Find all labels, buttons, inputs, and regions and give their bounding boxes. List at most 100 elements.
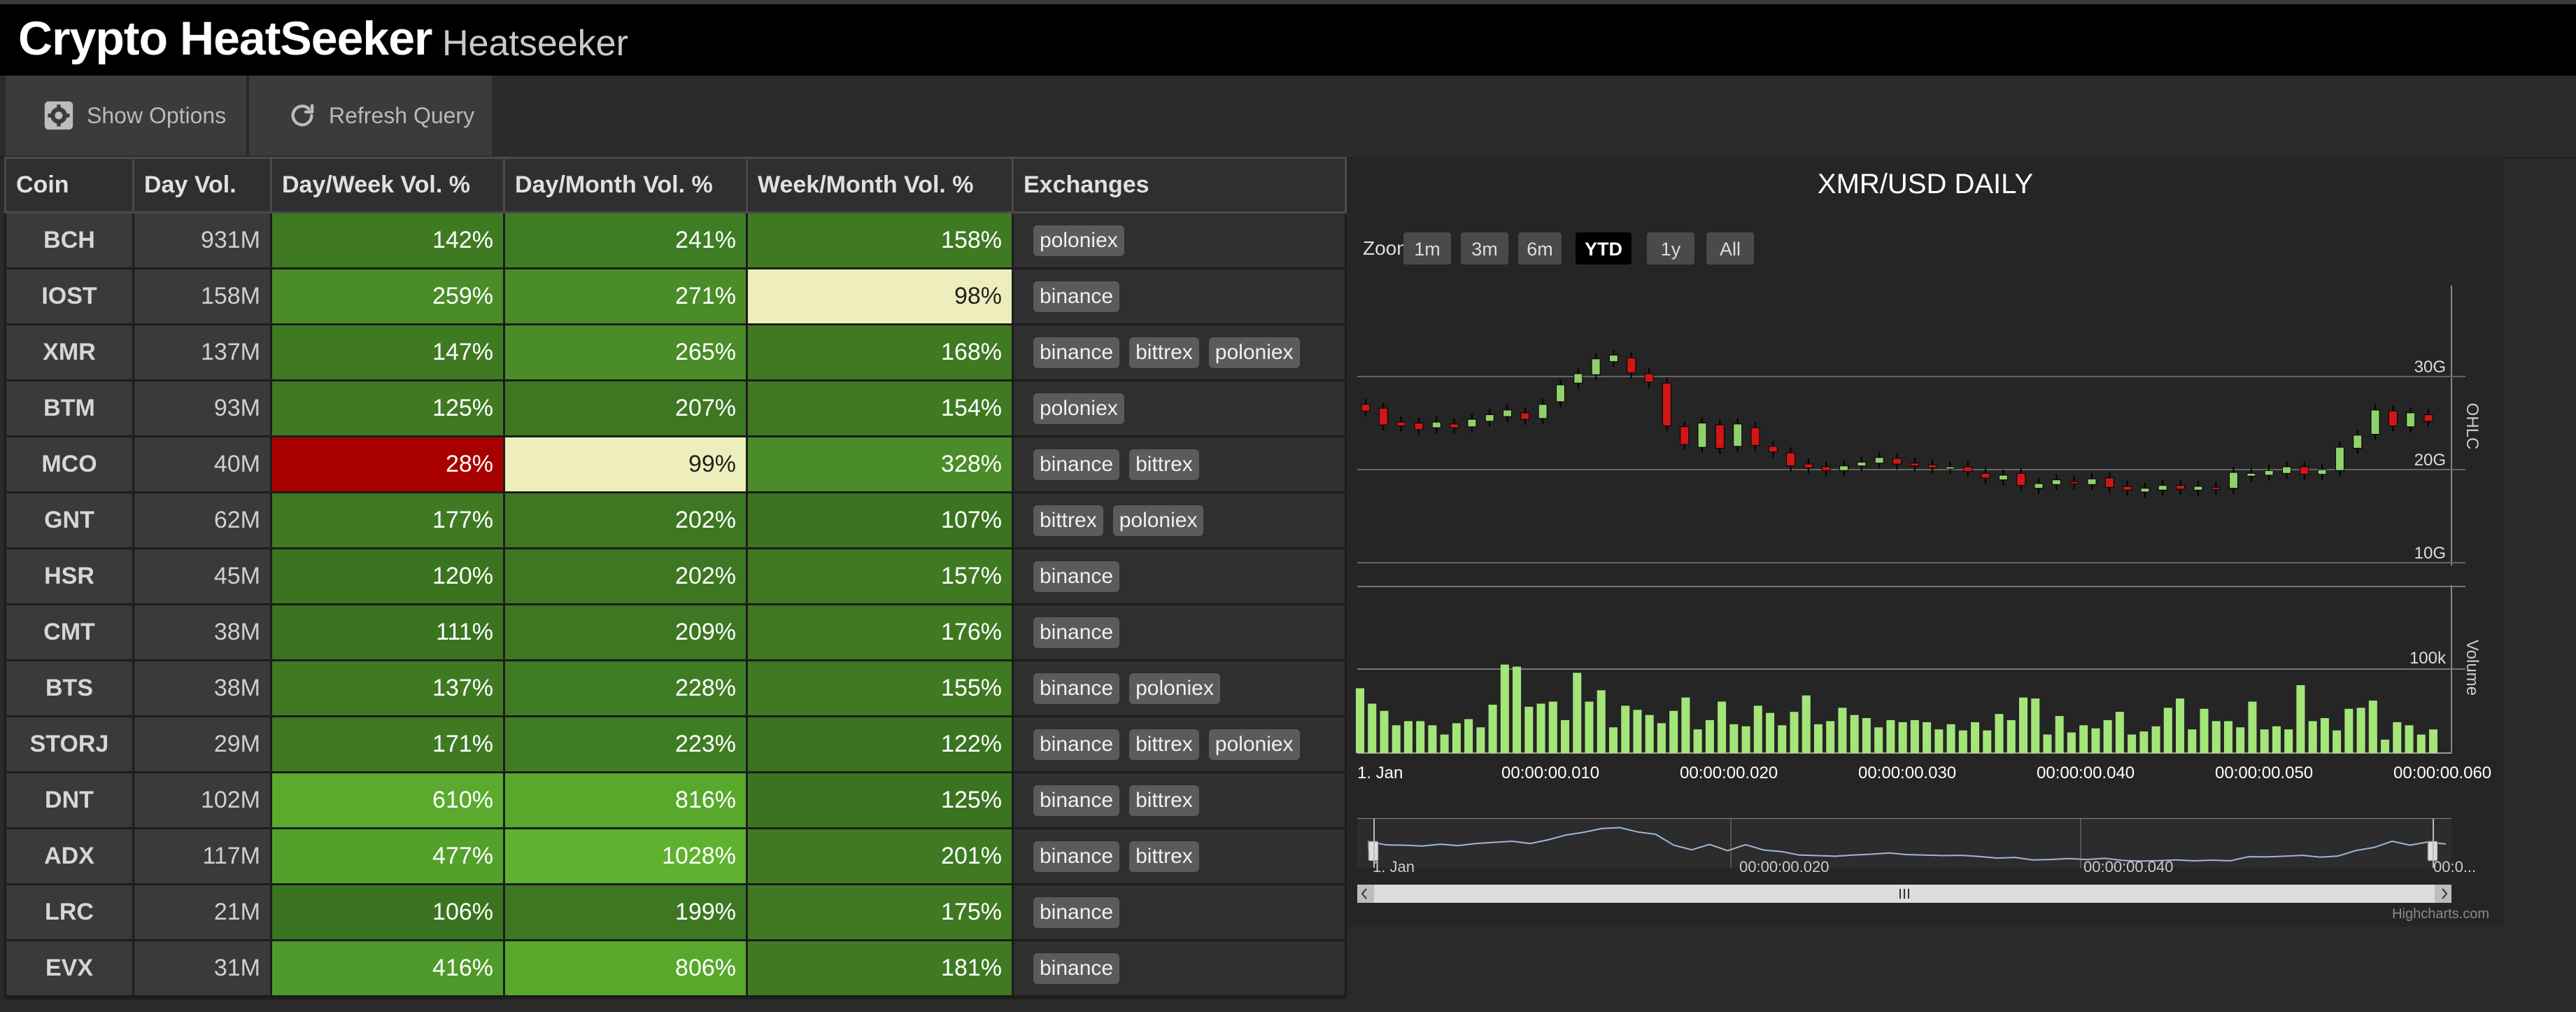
exchange-tag[interactable]: bittrex xyxy=(1129,729,1199,760)
candle xyxy=(2051,474,2061,491)
candle-down xyxy=(1396,421,1406,426)
candle-down xyxy=(1361,404,1371,412)
exchange-tag[interactable]: poloniex xyxy=(1129,673,1220,704)
col-header-day-week[interactable]: Day/Week Vol. % xyxy=(270,157,505,213)
coin-cell: STORJ xyxy=(4,715,134,773)
day-week-pct-cell: 416% xyxy=(270,939,505,997)
exchange-tag[interactable]: bittrex xyxy=(1129,785,1199,816)
ohlc-axis-label: OHLC xyxy=(2463,403,2482,450)
candle-up xyxy=(1839,465,1849,471)
exchange-tag[interactable]: binance xyxy=(1033,561,1120,592)
week-month-pct-cell: 176% xyxy=(746,603,1014,661)
zoom-button-ytd[interactable]: YTD xyxy=(1576,232,1632,265)
scroll-left-arrow-icon[interactable] xyxy=(1361,888,1367,899)
candle xyxy=(1591,353,1601,381)
exchange-tag[interactable]: binance xyxy=(1033,953,1120,984)
zoom-button-6m[interactable]: 6m xyxy=(1518,232,1562,265)
zoom-button-bg xyxy=(1647,232,1694,265)
exchange-tag[interactable]: bittrex xyxy=(1129,841,1199,872)
col-header-day-vol[interactable]: Day Vol. xyxy=(132,157,272,213)
exchange-tag[interactable]: binance xyxy=(1033,337,1120,368)
volume-bar xyxy=(1464,719,1473,753)
table-row[interactable]: EVX 31M 416% 806% 181% binance xyxy=(4,939,1347,997)
zoom-button-1m[interactable]: 1m xyxy=(1403,232,1451,265)
exchange-tag[interactable]: binance xyxy=(1033,841,1120,872)
volume-bar xyxy=(2031,698,2040,753)
table-row[interactable]: DNT 102M 610% 816% 125% binance bittrex xyxy=(4,771,1347,829)
navigator-mask xyxy=(1357,819,2451,868)
day-month-pct-cell: 271% xyxy=(503,267,748,325)
volume-bar xyxy=(2344,708,2354,753)
day-month-pct-cell: 816% xyxy=(503,771,748,829)
exchange-tag[interactable]: binance xyxy=(1033,617,1120,648)
volume-bar xyxy=(1898,722,1907,753)
ohlc-tick-label: 30G xyxy=(2414,358,2446,377)
table-row[interactable]: BTS 38M 137% 228% 155% binance poloniex xyxy=(4,659,1347,717)
table-row[interactable]: GNT 62M 177% 202% 107% bittrex poloniex xyxy=(4,491,1347,549)
zoom-button-all[interactable]: All xyxy=(1706,232,1754,265)
table-row[interactable]: XMR 137M 147% 265% 168% binance bittrex polonie… xyxy=(4,323,1347,381)
exchange-tag[interactable]: poloniex xyxy=(1033,393,1124,424)
volume-bar xyxy=(1983,730,1992,753)
col-header-exchanges[interactable]: Exchanges xyxy=(1012,157,1347,213)
zoom-button-3m[interactable]: 3m xyxy=(1461,232,1508,265)
candle-up xyxy=(1467,419,1477,428)
table-row[interactable]: MCO 40M 28% 99% 328% binance bittrex xyxy=(4,435,1347,493)
exchange-tag[interactable]: binance xyxy=(1033,673,1120,704)
exchange-tag[interactable]: poloniex xyxy=(1208,729,1300,760)
candle-up xyxy=(2353,435,2363,449)
navigator-label: 00:00:00.040 xyxy=(2083,858,2173,876)
candle xyxy=(1963,461,1973,477)
exchange-tag[interactable]: poloniex xyxy=(1208,337,1300,368)
day-month-pct-cell: 228% xyxy=(503,659,748,717)
coin-cell: CMT xyxy=(4,603,134,661)
table-row[interactable]: STORJ 29M 171% 223% 122% binance bittrex poloni… xyxy=(4,715,1347,773)
volume-bar xyxy=(2151,726,2160,753)
zoom-button-1y[interactable]: 1y xyxy=(1647,232,1694,265)
zoom-button-label: 1m xyxy=(1414,239,1441,260)
coin-cell: BCH xyxy=(4,211,134,269)
exchange-tag[interactable]: binance xyxy=(1033,449,1120,480)
coin-cell: MCO xyxy=(4,435,134,493)
candle xyxy=(1874,451,1884,469)
volume-bar xyxy=(1476,727,1485,753)
col-header-week-month[interactable]: Week/Month Vol. % xyxy=(746,157,1014,213)
volume-bar xyxy=(2103,719,2112,753)
volume-bar xyxy=(2368,701,2377,753)
show-options-button[interactable]: Show Options xyxy=(6,76,248,155)
col-header-coin[interactable]: Coin xyxy=(4,157,134,213)
table-row[interactable]: LRC 21M 106% 199% 175% binance xyxy=(4,883,1347,941)
exchange-tag[interactable]: binance xyxy=(1033,785,1120,816)
exchange-tag[interactable]: bittrex xyxy=(1129,449,1199,480)
volume-bar xyxy=(1923,722,1932,753)
col-header-day-month[interactable]: Day/Month Vol. % xyxy=(503,157,748,213)
exchange-tag[interactable]: binance xyxy=(1033,729,1120,760)
candle-down xyxy=(2423,414,2433,422)
table-row[interactable]: BCH 931M 142% 241% 158% poloniex xyxy=(4,211,1347,269)
exchange-tag[interactable]: binance xyxy=(1033,897,1120,928)
navigator[interactable]: 1. Jan 00:00:00.020 00:00:00.040 00:0... xyxy=(1357,818,2476,903)
week-month-pct-cell: 155% xyxy=(746,659,1014,717)
exchange-tag[interactable]: binance xyxy=(1033,281,1120,312)
exchange-tag[interactable]: poloniex xyxy=(1112,505,1204,536)
day-week-pct-cell: 142% xyxy=(270,211,505,269)
exchange-tag[interactable]: bittrex xyxy=(1033,505,1103,536)
volume-bar xyxy=(2356,708,2365,753)
exchange-tag[interactable]: poloniex xyxy=(1033,225,1124,256)
volume-bar xyxy=(1633,710,1642,753)
table-row[interactable]: HSR 45M 120% 202% 157% binance xyxy=(4,547,1347,605)
volume-bar xyxy=(1681,697,1690,753)
exchange-tag[interactable]: bittrex xyxy=(1129,337,1199,368)
day-week-pct-cell: 177% xyxy=(270,491,505,549)
candle-up xyxy=(2370,409,2380,435)
candle-down xyxy=(1768,446,1778,453)
volume-bar xyxy=(1946,724,1955,753)
candle xyxy=(2069,476,2079,489)
table-row[interactable]: CMT 38M 111% 209% 176% binance xyxy=(4,603,1347,661)
table-row[interactable]: BTM 93M 125% 207% 154% poloniex xyxy=(4,379,1347,437)
refresh-query-button[interactable]: Refresh Query xyxy=(249,76,494,155)
scroll-right-arrow-icon[interactable] xyxy=(2442,888,2448,899)
table-row[interactable]: ADX 117M 477% 1028% 201% binance bittrex xyxy=(4,827,1347,885)
volume-bar xyxy=(1934,729,1944,753)
table-row[interactable]: IOST 158M 259% 271% 98% binance xyxy=(4,267,1347,325)
